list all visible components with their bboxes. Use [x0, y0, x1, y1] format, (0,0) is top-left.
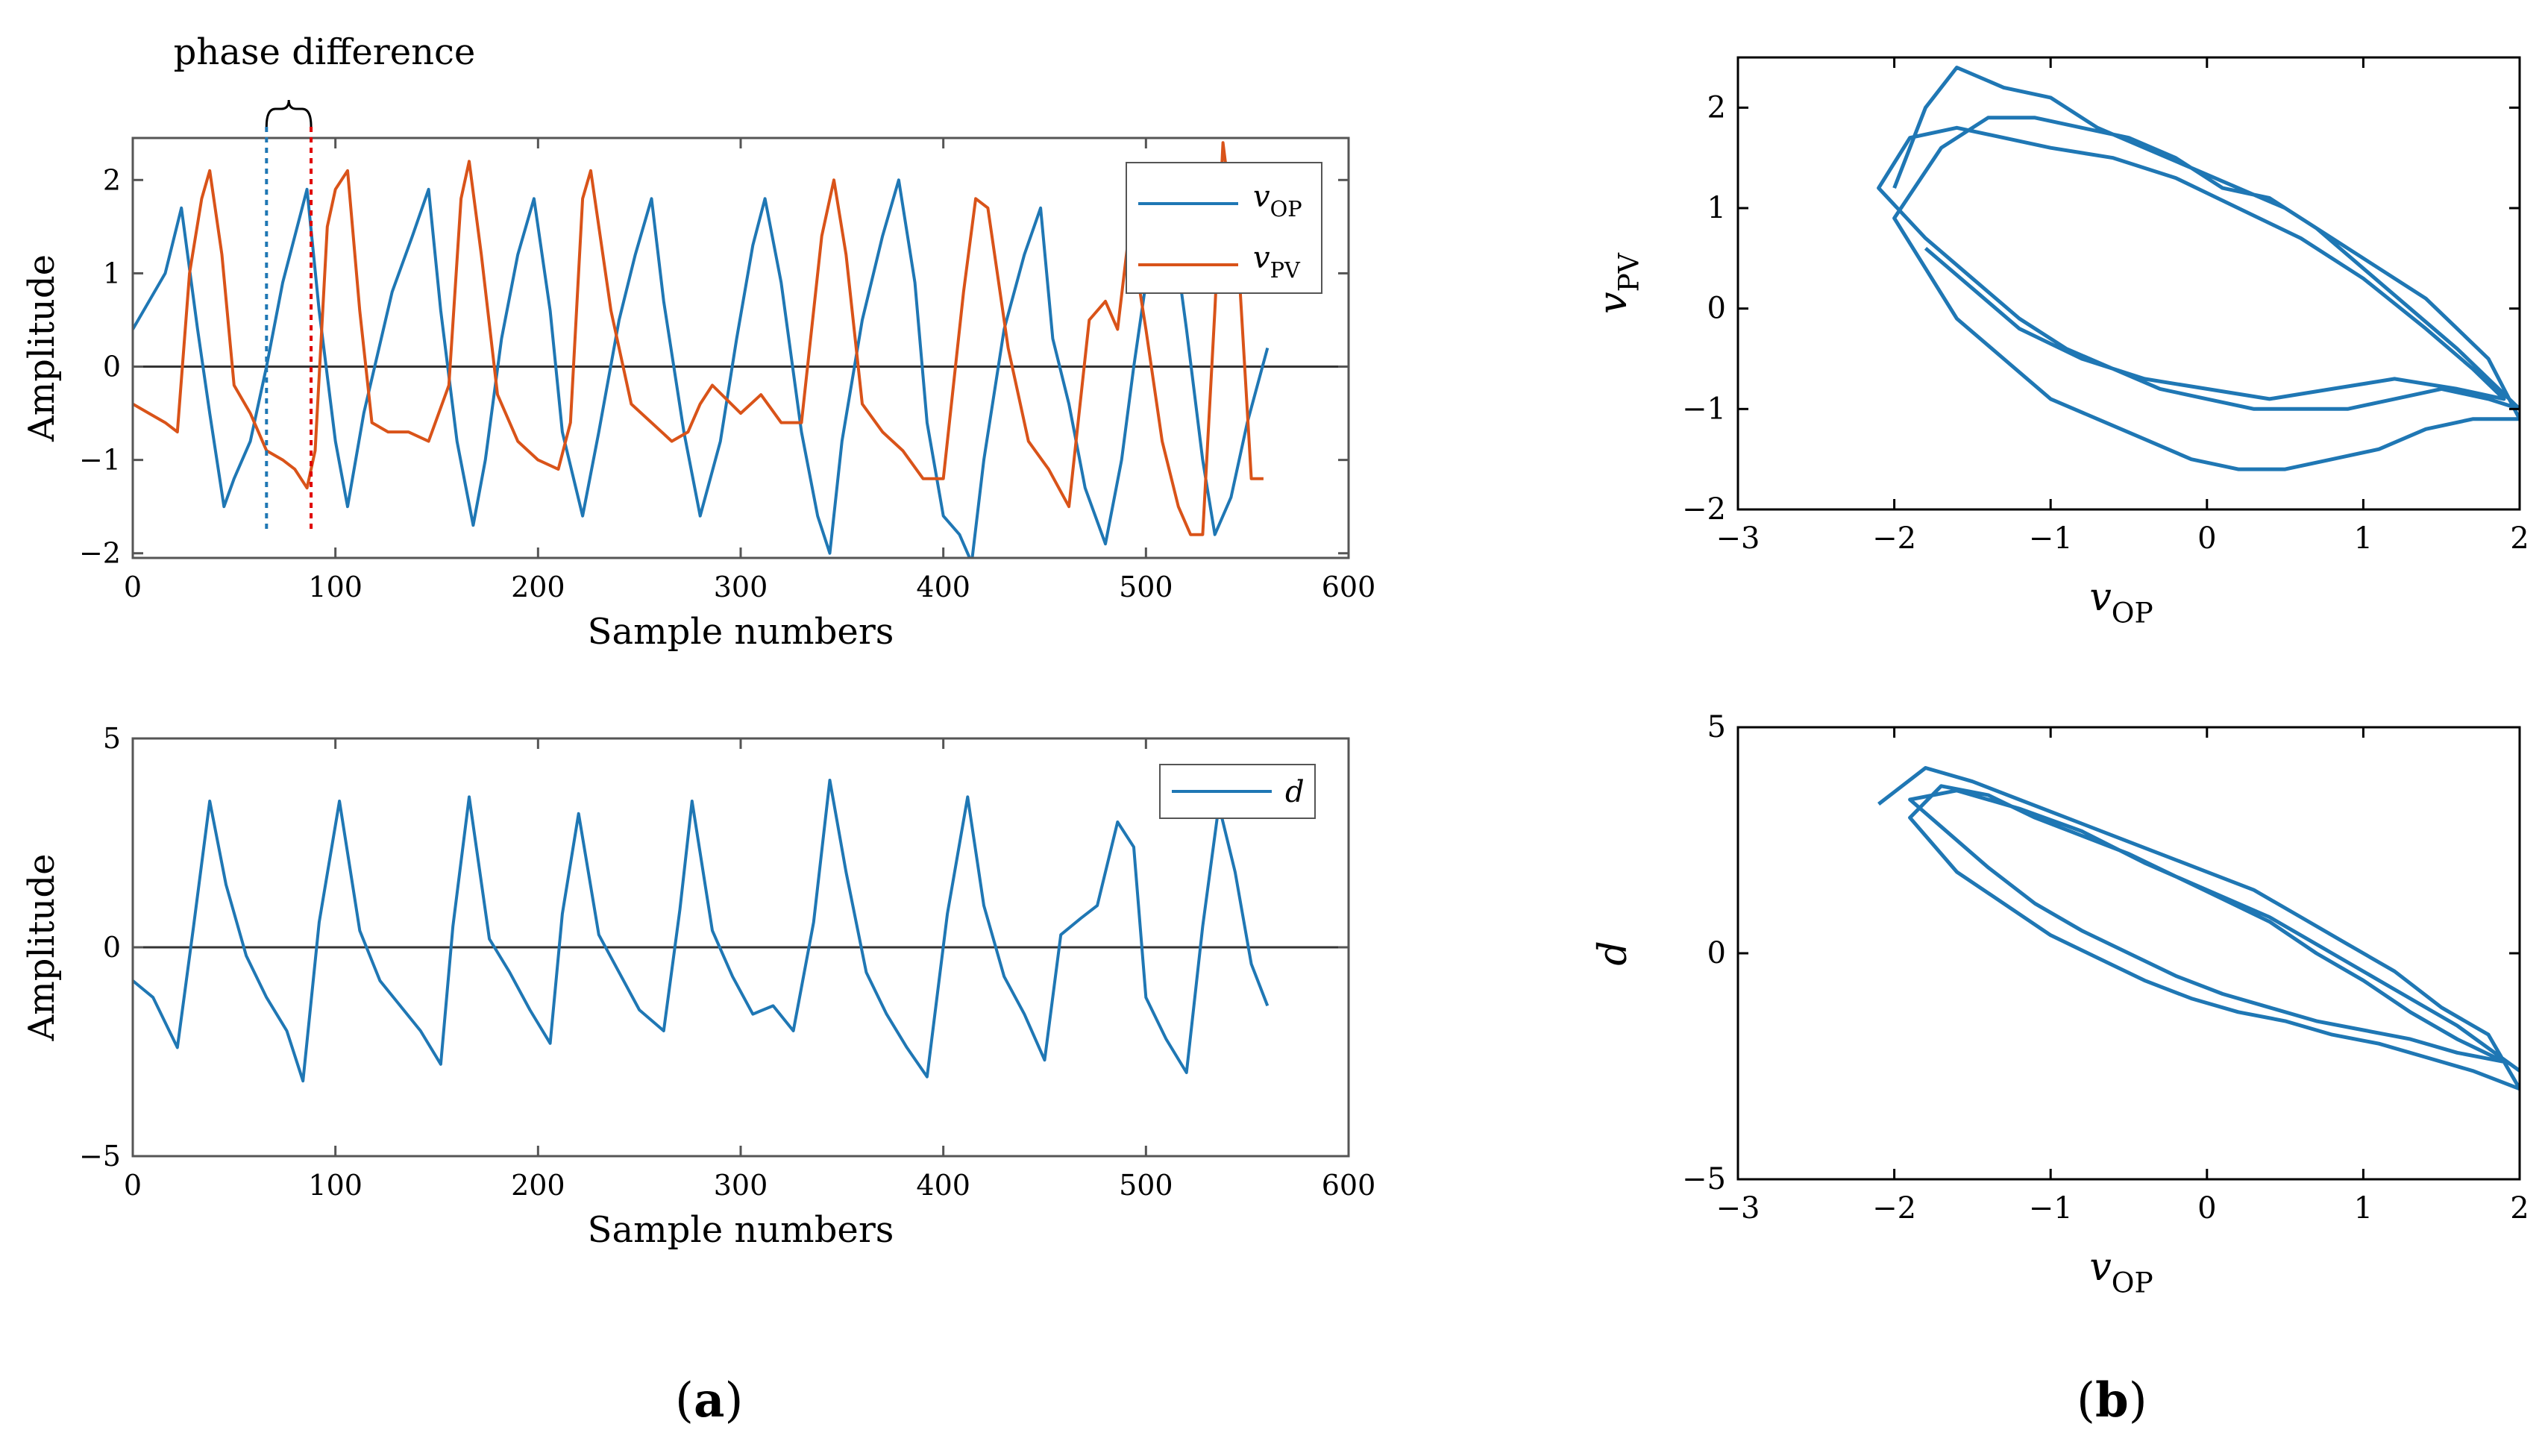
legend-label-main: v: [1253, 241, 1270, 275]
chart-b-bottom: −3 −2 −1 0 1 2 −5 0 5 vOP d: [1591, 710, 2529, 1299]
legend-box: [1126, 162, 1322, 294]
axes-frame: [1736, 56, 2521, 511]
y-axis-label: vPV: [1591, 252, 1645, 314]
y-axis-label: Amplitude: [21, 854, 63, 1042]
legend-label-main: d: [1285, 775, 1305, 809]
y-tick-label: −5: [79, 1140, 121, 1173]
x-axis-label: Sample numbers: [588, 1209, 894, 1251]
y-tick-label: −2: [1682, 492, 1726, 527]
y-axis-label-sub: PV: [1613, 252, 1645, 292]
x-axis-label: Sample numbers: [588, 611, 894, 653]
x-tick-label: 100: [308, 1169, 363, 1202]
series-line-v-pv: [133, 141, 1264, 536]
x-tick-label: 1: [2354, 521, 2373, 556]
legend-label-main: v: [1253, 180, 1270, 214]
x-tick-label: −1: [2029, 521, 2073, 556]
x-tick-label: −3: [1716, 1191, 1760, 1226]
panel-label-a: (a): [675, 1372, 744, 1428]
x-axis-label: vOP: [2089, 575, 2153, 630]
y-tick-label: −5: [1682, 1162, 1726, 1196]
x-tick-label: −3: [1716, 521, 1760, 556]
y-axis-label-main: d: [1591, 941, 1636, 965]
x-axis-label-main: v: [2089, 1245, 2111, 1290]
legend-label-sub: PV: [1270, 257, 1301, 283]
x-tick-label: 1: [2354, 1191, 2373, 1226]
phase-difference-label: phase difference: [174, 31, 476, 73]
x-tick-label: 500: [1119, 1169, 1173, 1202]
series-line-v-op: [133, 178, 1270, 558]
y-tick-label: 2: [1707, 90, 1726, 125]
x-tick-label: 2: [2510, 521, 2529, 556]
x-axis-label-sub: OP: [2112, 597, 2153, 630]
x-tick-label: 200: [511, 571, 565, 603]
y-tick-label: 1: [1707, 191, 1726, 225]
series-line-loop: [1877, 766, 2520, 1091]
y-axis-label: d: [1591, 941, 1636, 965]
x-tick-label: 0: [2197, 521, 2216, 556]
y-tick-label: −1: [79, 444, 121, 477]
x-tick-label: 2: [2510, 1191, 2529, 1226]
legend-label: d: [1285, 775, 1305, 809]
legend: d: [1159, 764, 1316, 819]
series-line-loop: [1877, 66, 2520, 471]
x-tick-label: 400: [916, 1169, 970, 1202]
x-tick-label: −2: [1872, 1191, 1916, 1226]
x-tick-label: 300: [714, 571, 768, 603]
phase-brace: [265, 99, 313, 128]
y-tick-label: 0: [1707, 292, 1726, 326]
y-tick-label: −2: [79, 537, 121, 570]
y-axis-label-main: v: [1591, 292, 1636, 313]
legend-label-sub: OP: [1270, 196, 1302, 222]
y-tick-label: 5: [1707, 710, 1726, 744]
series-line-d: [133, 779, 1270, 1083]
y-axis-label: Amplitude: [21, 254, 63, 442]
legend-label: vPV: [1253, 241, 1301, 283]
x-tick-label: 600: [1322, 1169, 1376, 1202]
x-tick-label: 0: [124, 571, 142, 603]
panel-label-b: (b): [2077, 1372, 2147, 1428]
x-tick-label: −2: [1872, 521, 1916, 556]
x-axis-label-sub: OP: [2112, 1267, 2153, 1299]
y-tick-label: 5: [103, 722, 121, 755]
x-tick-label: 500: [1119, 571, 1173, 603]
y-tick-label: 0: [1707, 936, 1726, 970]
y-tick-label: 1: [103, 257, 121, 289]
y-tick-label: −1: [1682, 392, 1726, 426]
x-tick-label: 600: [1322, 571, 1376, 603]
x-axis-label: vOP: [2089, 1245, 2153, 1299]
x-tick-label: 200: [511, 1169, 565, 1202]
x-tick-label: 400: [916, 571, 970, 603]
x-tick-label: 100: [308, 571, 363, 603]
x-tick-label: 0: [2197, 1191, 2216, 1226]
x-axis-label-main: v: [2089, 575, 2111, 620]
y-tick-label: 0: [103, 931, 121, 964]
y-tick-label: 2: [103, 163, 121, 196]
legend-label: vOP: [1253, 180, 1302, 222]
x-tick-label: 300: [714, 1169, 768, 1202]
y-tick-label: 0: [103, 351, 121, 383]
x-tick-label: −1: [2029, 1191, 2073, 1226]
x-tick-label: 0: [124, 1169, 142, 1202]
chart-a-top: 0 100 200 300 400 500 600 −2 −1 0 1 2 Sample numbers…: [21, 31, 1375, 653]
